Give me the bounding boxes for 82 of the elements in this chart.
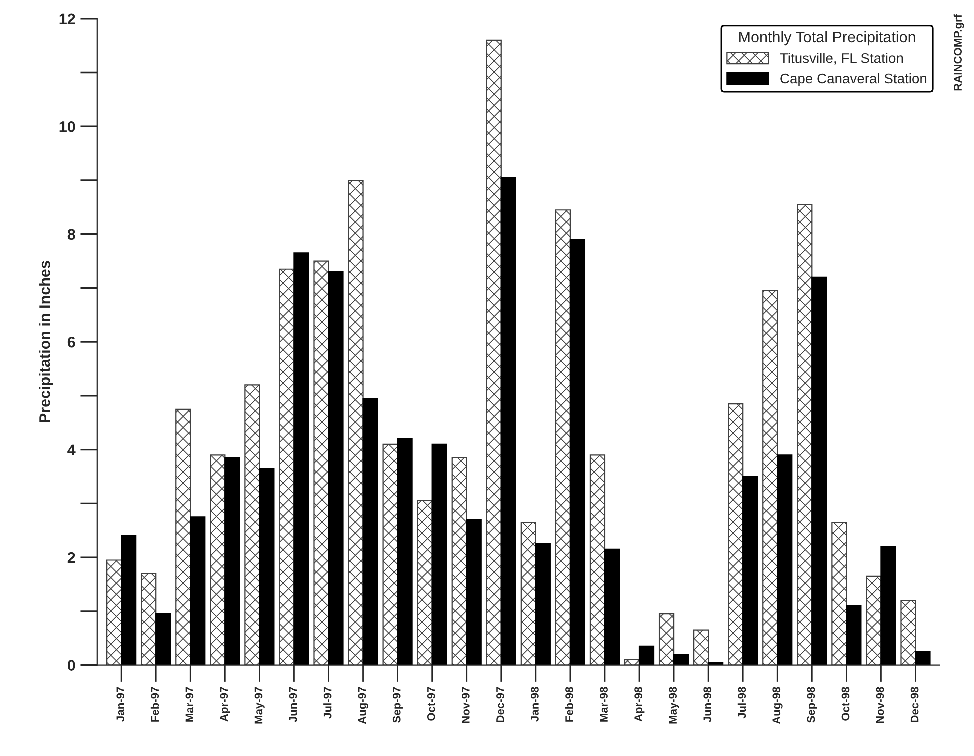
bar <box>106 560 122 666</box>
x-tick-label: Aug-98 <box>772 687 783 724</box>
x-tick-label: Apr-98 <box>634 687 645 722</box>
bar <box>673 654 690 666</box>
bar <box>190 516 206 666</box>
x-tick-label: Mar-97 <box>186 687 194 722</box>
bar <box>314 260 330 666</box>
x-tick-label: Jan-97 <box>116 687 125 722</box>
bar <box>224 457 240 666</box>
bar <box>417 500 433 666</box>
text: RAINCOMP.grf <box>954 14 964 91</box>
x-tick-label: Mar-98 <box>600 687 608 722</box>
y-axis-title: Precipitation in Inches <box>39 261 54 423</box>
bar <box>604 548 620 666</box>
legend-label: Cape Canaveral Station <box>780 73 927 86</box>
y-tick-label: 8 <box>68 229 76 240</box>
bar <box>797 204 813 666</box>
bar <box>728 403 744 666</box>
bar <box>590 454 606 666</box>
bar <box>812 276 828 666</box>
x-tick-label: Aug-97 <box>358 687 368 724</box>
legend-label: Titusville, FL Station <box>780 53 904 65</box>
bar <box>570 239 586 666</box>
x-tick-label: May-98 <box>669 687 680 724</box>
bar <box>866 576 882 666</box>
x-tick-label: Jun-98 <box>704 687 712 722</box>
x-tick-label: Sep-97 <box>392 687 403 723</box>
bar <box>362 398 378 666</box>
x-tick-label: Jun-97 <box>289 687 298 722</box>
x-tick-label: Dec-97 <box>496 687 504 723</box>
x-tick-label: Dec-98 <box>910 687 919 723</box>
y-tick-label: 4 <box>68 444 76 456</box>
x-tick-label: Apr-97 <box>220 687 230 722</box>
bar <box>210 454 226 666</box>
legend-title: Monthly Total Precipitation <box>740 31 916 46</box>
bar <box>279 268 295 666</box>
x-tick-label: Oct-98 <box>842 687 850 721</box>
bar <box>846 605 862 666</box>
x-tick-label: Nov-97 <box>462 687 470 724</box>
bar <box>141 573 157 666</box>
bar <box>466 519 482 666</box>
bar <box>832 522 848 666</box>
y-tick-label: 2 <box>68 552 76 564</box>
bar <box>915 651 931 666</box>
bar <box>348 180 364 666</box>
bar <box>259 468 275 666</box>
bar <box>520 522 536 666</box>
bar <box>638 646 655 666</box>
y-tick-label: 10 <box>60 122 76 132</box>
x-tick-label: Jul-98 <box>738 687 746 719</box>
bar <box>397 438 413 666</box>
bar <box>156 614 172 666</box>
bar <box>658 614 675 666</box>
x-tick-label: Jan-98 <box>531 687 539 722</box>
bar <box>742 476 758 666</box>
bar <box>121 535 137 666</box>
bar <box>694 630 710 666</box>
x-tick-label: Jul-97 <box>324 687 332 719</box>
bar <box>294 252 310 666</box>
bar <box>762 290 778 666</box>
x-tick-label: Feb-97 <box>150 687 160 722</box>
x-tick-label: Feb-98 <box>565 687 574 722</box>
x-tick-label: May-97 <box>254 687 265 724</box>
bar <box>535 544 551 666</box>
bar <box>900 600 916 666</box>
bar <box>777 454 793 666</box>
bar <box>500 177 516 666</box>
bar <box>555 210 572 666</box>
bar <box>486 40 502 666</box>
y-tick-label: 0 <box>68 660 76 671</box>
x-tick-label: Oct-97 <box>427 687 436 721</box>
y-tick-label: 12 <box>60 14 76 24</box>
bar <box>382 444 398 666</box>
y-tick-label: 6 <box>68 336 76 348</box>
x-tick-label: Nov-98 <box>876 687 884 724</box>
bar <box>244 384 260 666</box>
bar <box>880 546 896 666</box>
bar <box>328 272 344 666</box>
bar <box>432 444 448 666</box>
bar <box>452 457 468 666</box>
bar <box>176 408 192 666</box>
x-tick-label: Sep-98 <box>807 687 818 723</box>
